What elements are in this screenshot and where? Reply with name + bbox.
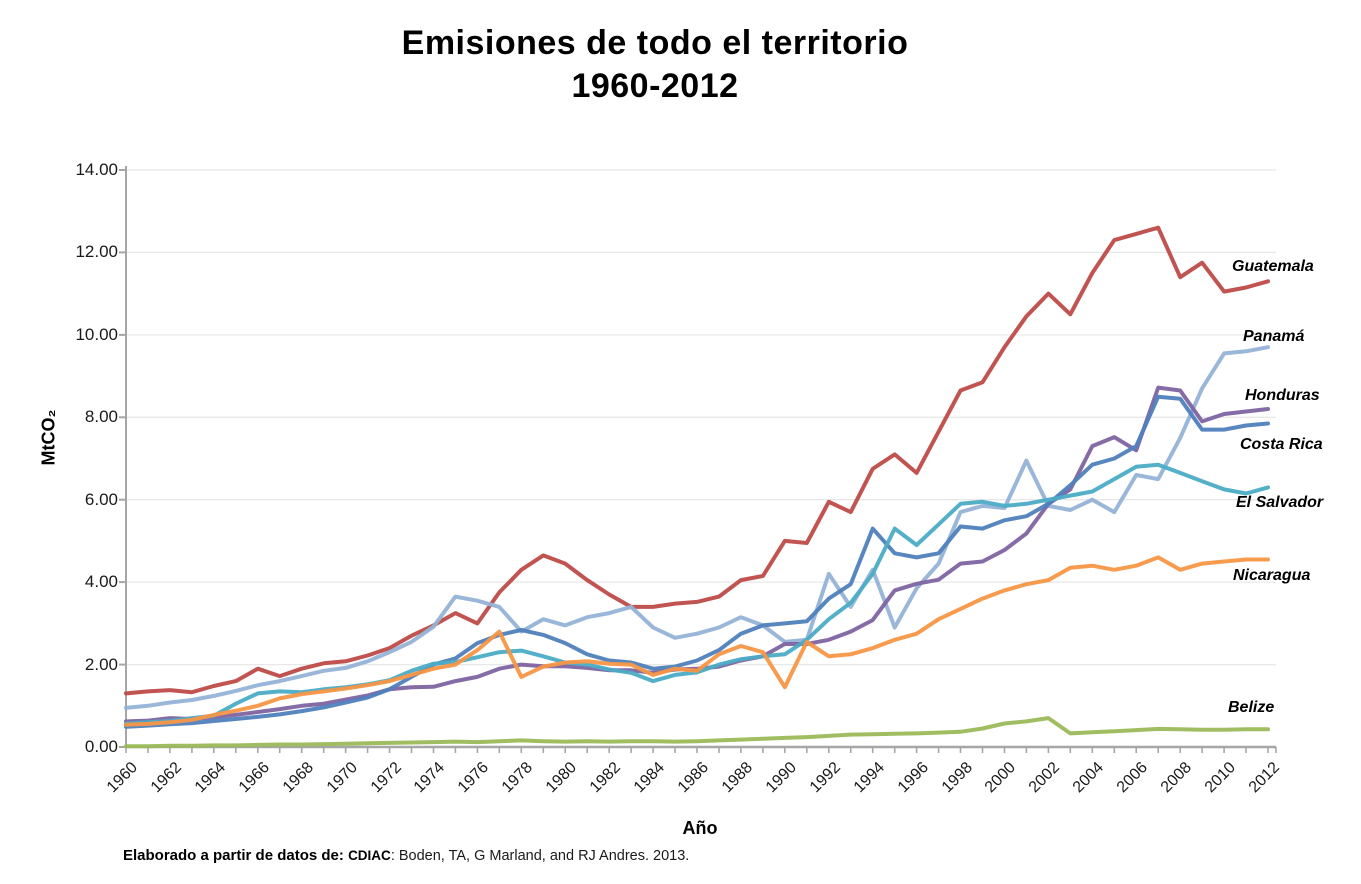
chart-title-line2: 1960-2012 — [571, 67, 739, 105]
series-line-panamá — [124, 345, 1270, 710]
series-label-nicaragua: Nicaragua — [1233, 567, 1311, 584]
y-tick-label: 12.00 — [75, 242, 118, 261]
series-line-nicaragua — [124, 555, 1270, 727]
series-label-panamá: Panamá — [1243, 328, 1305, 345]
series-line-guatemala — [124, 225, 1270, 696]
y-tick-label: 2.00 — [84, 655, 118, 674]
series-label-honduras: Honduras — [1245, 387, 1320, 404]
series-label-costa-rica: Costa Rica — [1240, 436, 1323, 453]
y-tick-label: 4.00 — [84, 572, 118, 591]
y-axis-title: MtCO₂ — [38, 409, 59, 466]
y-tick-label: 14.00 — [75, 160, 118, 179]
series-label-belize: Belize — [1228, 699, 1275, 716]
y-tick-label: 6.00 — [84, 490, 118, 509]
source-note-acronym: CDIAC — [348, 848, 391, 863]
y-tick-label: 0.00 — [84, 737, 118, 756]
series-label-el-salvador: El Salvador — [1236, 494, 1324, 511]
y-tick-label: 8.00 — [84, 407, 118, 426]
source-note-lead: Elaborado a partir de datos de: — [123, 847, 344, 864]
x-axis-title: Año — [682, 818, 718, 838]
y-tick-label: 10.00 — [75, 325, 118, 344]
series-line-costa-rica — [124, 394, 1270, 729]
chart-title: Emisiones de todo el territorio 1960-201… — [0, 22, 1310, 108]
chart-title-line1: Emisiones de todo el territorio — [401, 24, 909, 62]
source-note-citation: : Boden, TA, G Marland, and RJ Andres. 2… — [390, 848, 690, 864]
source-note: Elaborado a partir de datos de: CDIAC: B… — [123, 847, 689, 864]
series-line-belize — [124, 716, 1270, 749]
series-label-guatemala: Guatemala — [1232, 258, 1314, 275]
